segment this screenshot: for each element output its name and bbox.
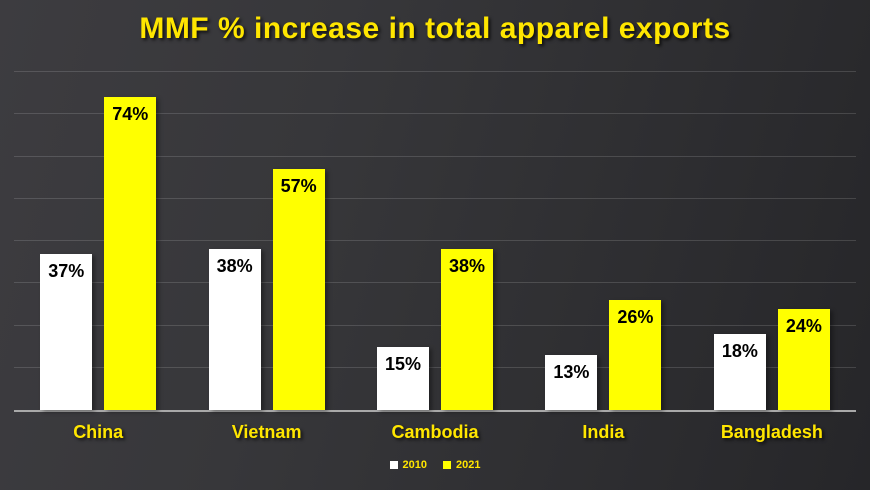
- gridline-20: [14, 324, 856, 326]
- bar-2010-cambodia: 15%: [377, 346, 430, 410]
- bar-value-label: 38%: [449, 256, 486, 277]
- bar-2021-cambodia: 38%: [441, 249, 494, 410]
- bar-2021-bangladesh: 24%: [777, 308, 830, 410]
- bar-value-label: 38%: [216, 256, 253, 277]
- bar-group-india: 13% 26%: [519, 72, 687, 410]
- bar-2021-vietnam: 57%: [272, 169, 325, 410]
- bar-2021-china: 74%: [104, 97, 157, 410]
- bar-value-label: 18%: [721, 340, 758, 361]
- gridline-70: [14, 113, 856, 115]
- gridline-30: [14, 282, 856, 284]
- gridline-80: [14, 71, 856, 72]
- category-label-china: China: [73, 422, 124, 442]
- legend-label: 2010: [402, 459, 427, 471]
- bar-2010-india: 13%: [545, 355, 598, 410]
- bar-value-label: 24%: [785, 315, 822, 336]
- legend-item-2010: 2010: [389, 459, 427, 471]
- bar-group-cambodia: 15% 38%: [351, 72, 519, 410]
- bar-2021-india: 26%: [609, 300, 662, 410]
- bar-value-label: 26%: [617, 307, 654, 328]
- bar-value-label: 74%: [112, 104, 149, 125]
- gridline-10: [14, 366, 856, 368]
- legend: 2010 2021: [0, 459, 870, 471]
- legend-item-2021: 2021: [443, 459, 480, 471]
- bar-value-label: 15%: [385, 353, 422, 374]
- gridline-60: [14, 155, 856, 157]
- bar-value-label: 13%: [553, 362, 590, 383]
- bar-value-label: 57%: [280, 176, 317, 197]
- category-axis: China Vietnam Cambodia India Bangladesh: [14, 422, 856, 443]
- legend-label: 2021: [456, 459, 481, 471]
- category-label-cambodia: Cambodia: [391, 422, 479, 442]
- bar-group-bangladesh: 18% 24%: [688, 72, 856, 410]
- bar-groups: 37% 74% 38% 57% 15% 38% 13% 26% 18% 24%: [14, 72, 856, 410]
- legend-swatch-2010: [389, 461, 398, 469]
- x-axis-line: [14, 410, 856, 412]
- category-label-india: India: [582, 422, 625, 442]
- gridline-40: [14, 240, 856, 241]
- bar-2010-vietnam: 38%: [208, 249, 261, 410]
- plot-area: 37% 74% 38% 57% 15% 38% 13% 26% 18% 24%: [14, 71, 856, 412]
- legend-swatch-2021: [443, 461, 451, 469]
- bar-2010-china: 37%: [40, 253, 93, 410]
- category-label-vietnam: Vietnam: [231, 422, 302, 442]
- bar-group-vietnam: 38% 57%: [182, 72, 350, 410]
- bar-value-label: 37%: [48, 260, 85, 281]
- category-label-bangladesh: Bangladesh: [720, 422, 823, 442]
- gridline-50: [14, 197, 856, 199]
- bar-group-china: 37% 74%: [14, 72, 182, 410]
- chart-title: MMF % increase in total apparel exports: [139, 12, 731, 45]
- bar-2010-bangladesh: 18%: [713, 333, 766, 410]
